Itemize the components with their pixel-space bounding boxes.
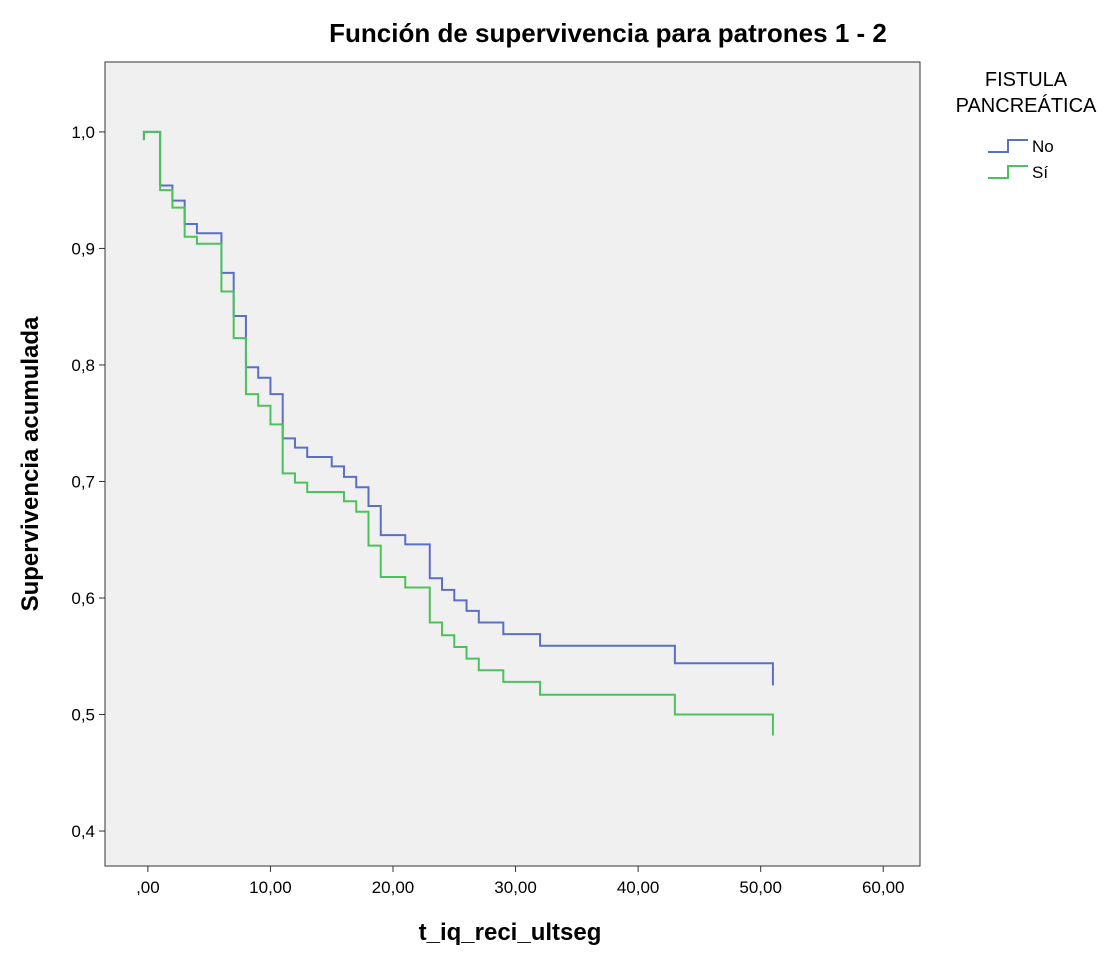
y-tick-label: 0,7 (71, 472, 95, 491)
x-tick-label: 10,00 (249, 878, 292, 897)
survival-curve-si (142, 130, 774, 736)
legend-label-no: No (1032, 137, 1054, 156)
x-tick-label: 60,00 (862, 878, 905, 897)
y-tick-label: 0,5 (71, 706, 95, 725)
chart-title: Función de supervivencia para patrones 1… (329, 18, 887, 48)
legend-label-si: Sí (1032, 163, 1048, 182)
y-tick-label: 0,8 (71, 356, 95, 375)
x-tick-label: 20,00 (372, 878, 415, 897)
x-tick-label: 40,00 (617, 878, 660, 897)
y-tick-label: 0,4 (71, 822, 95, 841)
y-tick-label: 0,6 (71, 589, 95, 608)
x-tick-label: ,00 (136, 878, 160, 897)
legend: FISTULA PANCREÁTICA No Sí (956, 69, 1097, 182)
series-layer (142, 130, 774, 736)
legend-title-line-1: FISTULA (985, 69, 1068, 91)
legend-symbol-no (988, 139, 1028, 153)
y-tick-label: 1,0 (71, 123, 95, 142)
survival-curve-no (142, 130, 774, 686)
y-axis-title: Supervivencia acumulada (17, 316, 44, 611)
x-axis-title: t_iq_reci_ultseg (419, 919, 602, 946)
legend-title-line-2: PANCREÁTICA (956, 94, 1097, 117)
plot-area (104, 61, 921, 867)
axis-ticks: ,00 10,00 20,00 30,00 40,00 50,00 60,00 0,4 0,5 0… (71, 123, 904, 897)
y-tick-label: 0,9 (71, 239, 95, 258)
x-tick-label: 30,00 (494, 878, 537, 897)
x-tick-label: 50,00 (739, 878, 782, 897)
legend-symbol-si (988, 165, 1028, 179)
